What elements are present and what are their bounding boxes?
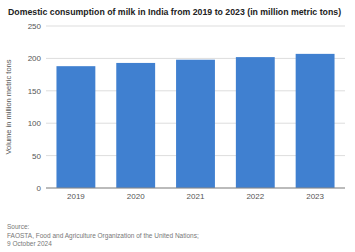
y-tick-label: 150 bbox=[28, 87, 42, 96]
bar bbox=[296, 54, 335, 188]
grid-line bbox=[46, 188, 345, 189]
source-line: Source: bbox=[7, 223, 30, 230]
source-line: FAOSTA, Food and Agriculture Organizatio… bbox=[7, 232, 199, 240]
bar bbox=[116, 63, 155, 188]
bars bbox=[56, 54, 334, 188]
x-tick-label: 2020 bbox=[127, 192, 145, 201]
y-tick-label: 50 bbox=[32, 152, 41, 161]
bar bbox=[56, 66, 95, 188]
title: Domestic consumption of milk in India fr… bbox=[8, 7, 341, 17]
y-tick-label: 0 bbox=[37, 184, 42, 193]
y-tick-label: 200 bbox=[28, 54, 42, 63]
chart: Domestic consumption of milk in India fr… bbox=[0, 0, 355, 252]
x-tick-label: 2021 bbox=[187, 192, 205, 201]
x-axis-line bbox=[46, 188, 345, 189]
grid-line bbox=[46, 26, 345, 27]
bar bbox=[176, 60, 215, 188]
source-line: 9 October 2024 bbox=[7, 240, 52, 247]
x-tick-label: 2019 bbox=[67, 192, 85, 201]
y-tick-label: 100 bbox=[28, 119, 42, 128]
x-tick-label: 2023 bbox=[306, 192, 324, 201]
source-note: Source: FAOSTA, Food and Agriculture Orga… bbox=[7, 223, 199, 247]
y-axis-label: Volume in million metric tons bbox=[4, 59, 13, 154]
y-tick-label: 250 bbox=[28, 22, 42, 31]
background bbox=[0, 0, 355, 252]
bar bbox=[236, 57, 275, 188]
x-tick-label: 2022 bbox=[246, 192, 264, 201]
